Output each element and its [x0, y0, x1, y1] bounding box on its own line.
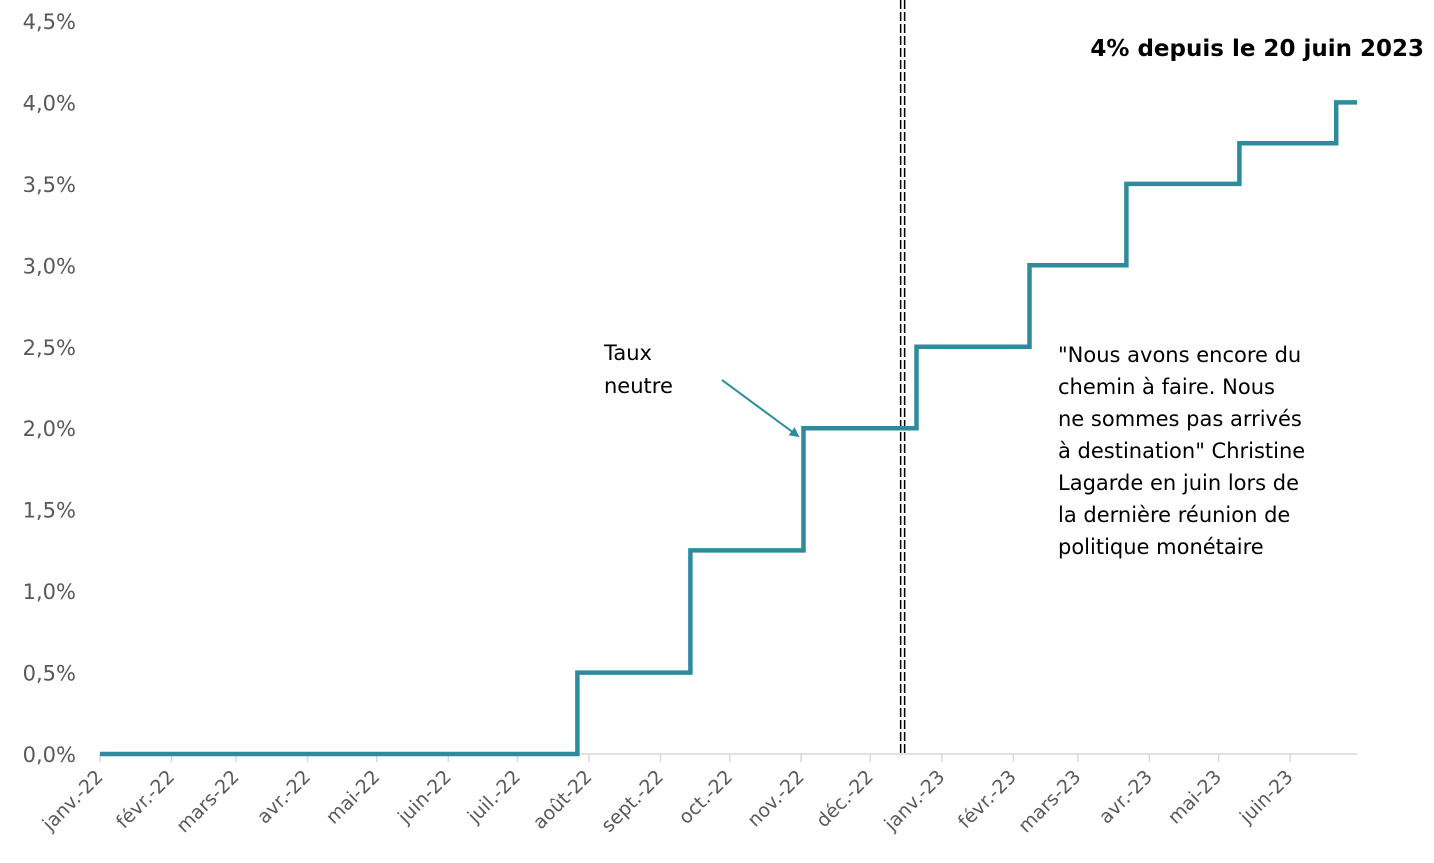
x-tick-label: janv.-22: [38, 766, 108, 836]
annotation-quote: "Nous avons encore du chemin à faire. Nou…: [1058, 343, 1305, 559]
x-tick-label: déc.-22: [812, 766, 878, 832]
y-axis-ticks: 0,0% 0,5% 1,0% 1,5% 2,0% 2,5% 3,0% 3,5% 4,0% 4,5%: [23, 10, 76, 767]
event-vertical-line: [899, 0, 906, 754]
x-tick-label: mars-22: [172, 766, 243, 837]
annotation-current-rate: 4% depuis le 20 juin 2023: [1090, 36, 1424, 62]
x-tick-label: avr.-22: [253, 766, 315, 828]
x-tick-label: févr.-23: [954, 766, 1021, 833]
y-tick-label: 4,5%: [23, 10, 76, 34]
x-tick-label: oct.-22: [675, 766, 738, 829]
y-tick-label: 1,0%: [23, 580, 76, 604]
y-tick-label: 2,0%: [23, 417, 76, 441]
y-tick-label: 0,0%: [23, 743, 76, 767]
policy-rate-line: [100, 100, 1357, 757]
x-tick-label: nov.-22: [743, 766, 808, 831]
x-tick-label: janv.-23: [880, 766, 950, 836]
annotation-neutral-line-2: neutre: [604, 374, 673, 398]
x-tick-label: mai-23: [1164, 766, 1227, 829]
annotation-arrow: [721, 379, 800, 438]
annotation-quote-line: Lagarde en juin lors de: [1058, 471, 1299, 495]
x-tick-label: juin-23: [1235, 766, 1298, 829]
annotation-quote-line: la dernière réunion de: [1058, 503, 1290, 527]
annotation-quote-line: politique monétaire: [1058, 535, 1264, 559]
annotation-neutral-line-1: Taux: [603, 341, 652, 365]
x-tick-label: mars-23: [1014, 766, 1085, 837]
annotation-quote-line: chemin à faire. Nous: [1058, 375, 1275, 399]
annotation-quote-line: à destination" Christine: [1058, 439, 1305, 463]
annotation-quote-line: "Nous avons encore du: [1058, 343, 1301, 367]
y-tick-label: 4,0%: [23, 91, 76, 115]
x-tick-label: juin-22: [393, 766, 456, 829]
y-tick-label: 3,0%: [23, 254, 76, 278]
y-tick-label: 3,5%: [23, 173, 76, 197]
annotation-quote-line: ne sommes pas arrivés: [1058, 407, 1302, 431]
x-tick-label: sept.-22: [597, 766, 668, 837]
x-tick-label: avr.-23: [1095, 766, 1157, 828]
y-tick-label: 0,5%: [23, 662, 76, 686]
x-tick-label: févr.-22: [112, 766, 179, 833]
x-tick-label: août-22: [529, 766, 597, 834]
series: [100, 100, 1357, 757]
x-tick-label: mai-22: [322, 766, 385, 829]
y-tick-label: 1,5%: [23, 499, 76, 523]
annotations: 4% depuis le 20 juin 2023 Taux neutre "N…: [603, 36, 1424, 559]
y-tick-label: 2,5%: [23, 336, 76, 360]
x-tick-label: juil.-22: [463, 766, 525, 828]
